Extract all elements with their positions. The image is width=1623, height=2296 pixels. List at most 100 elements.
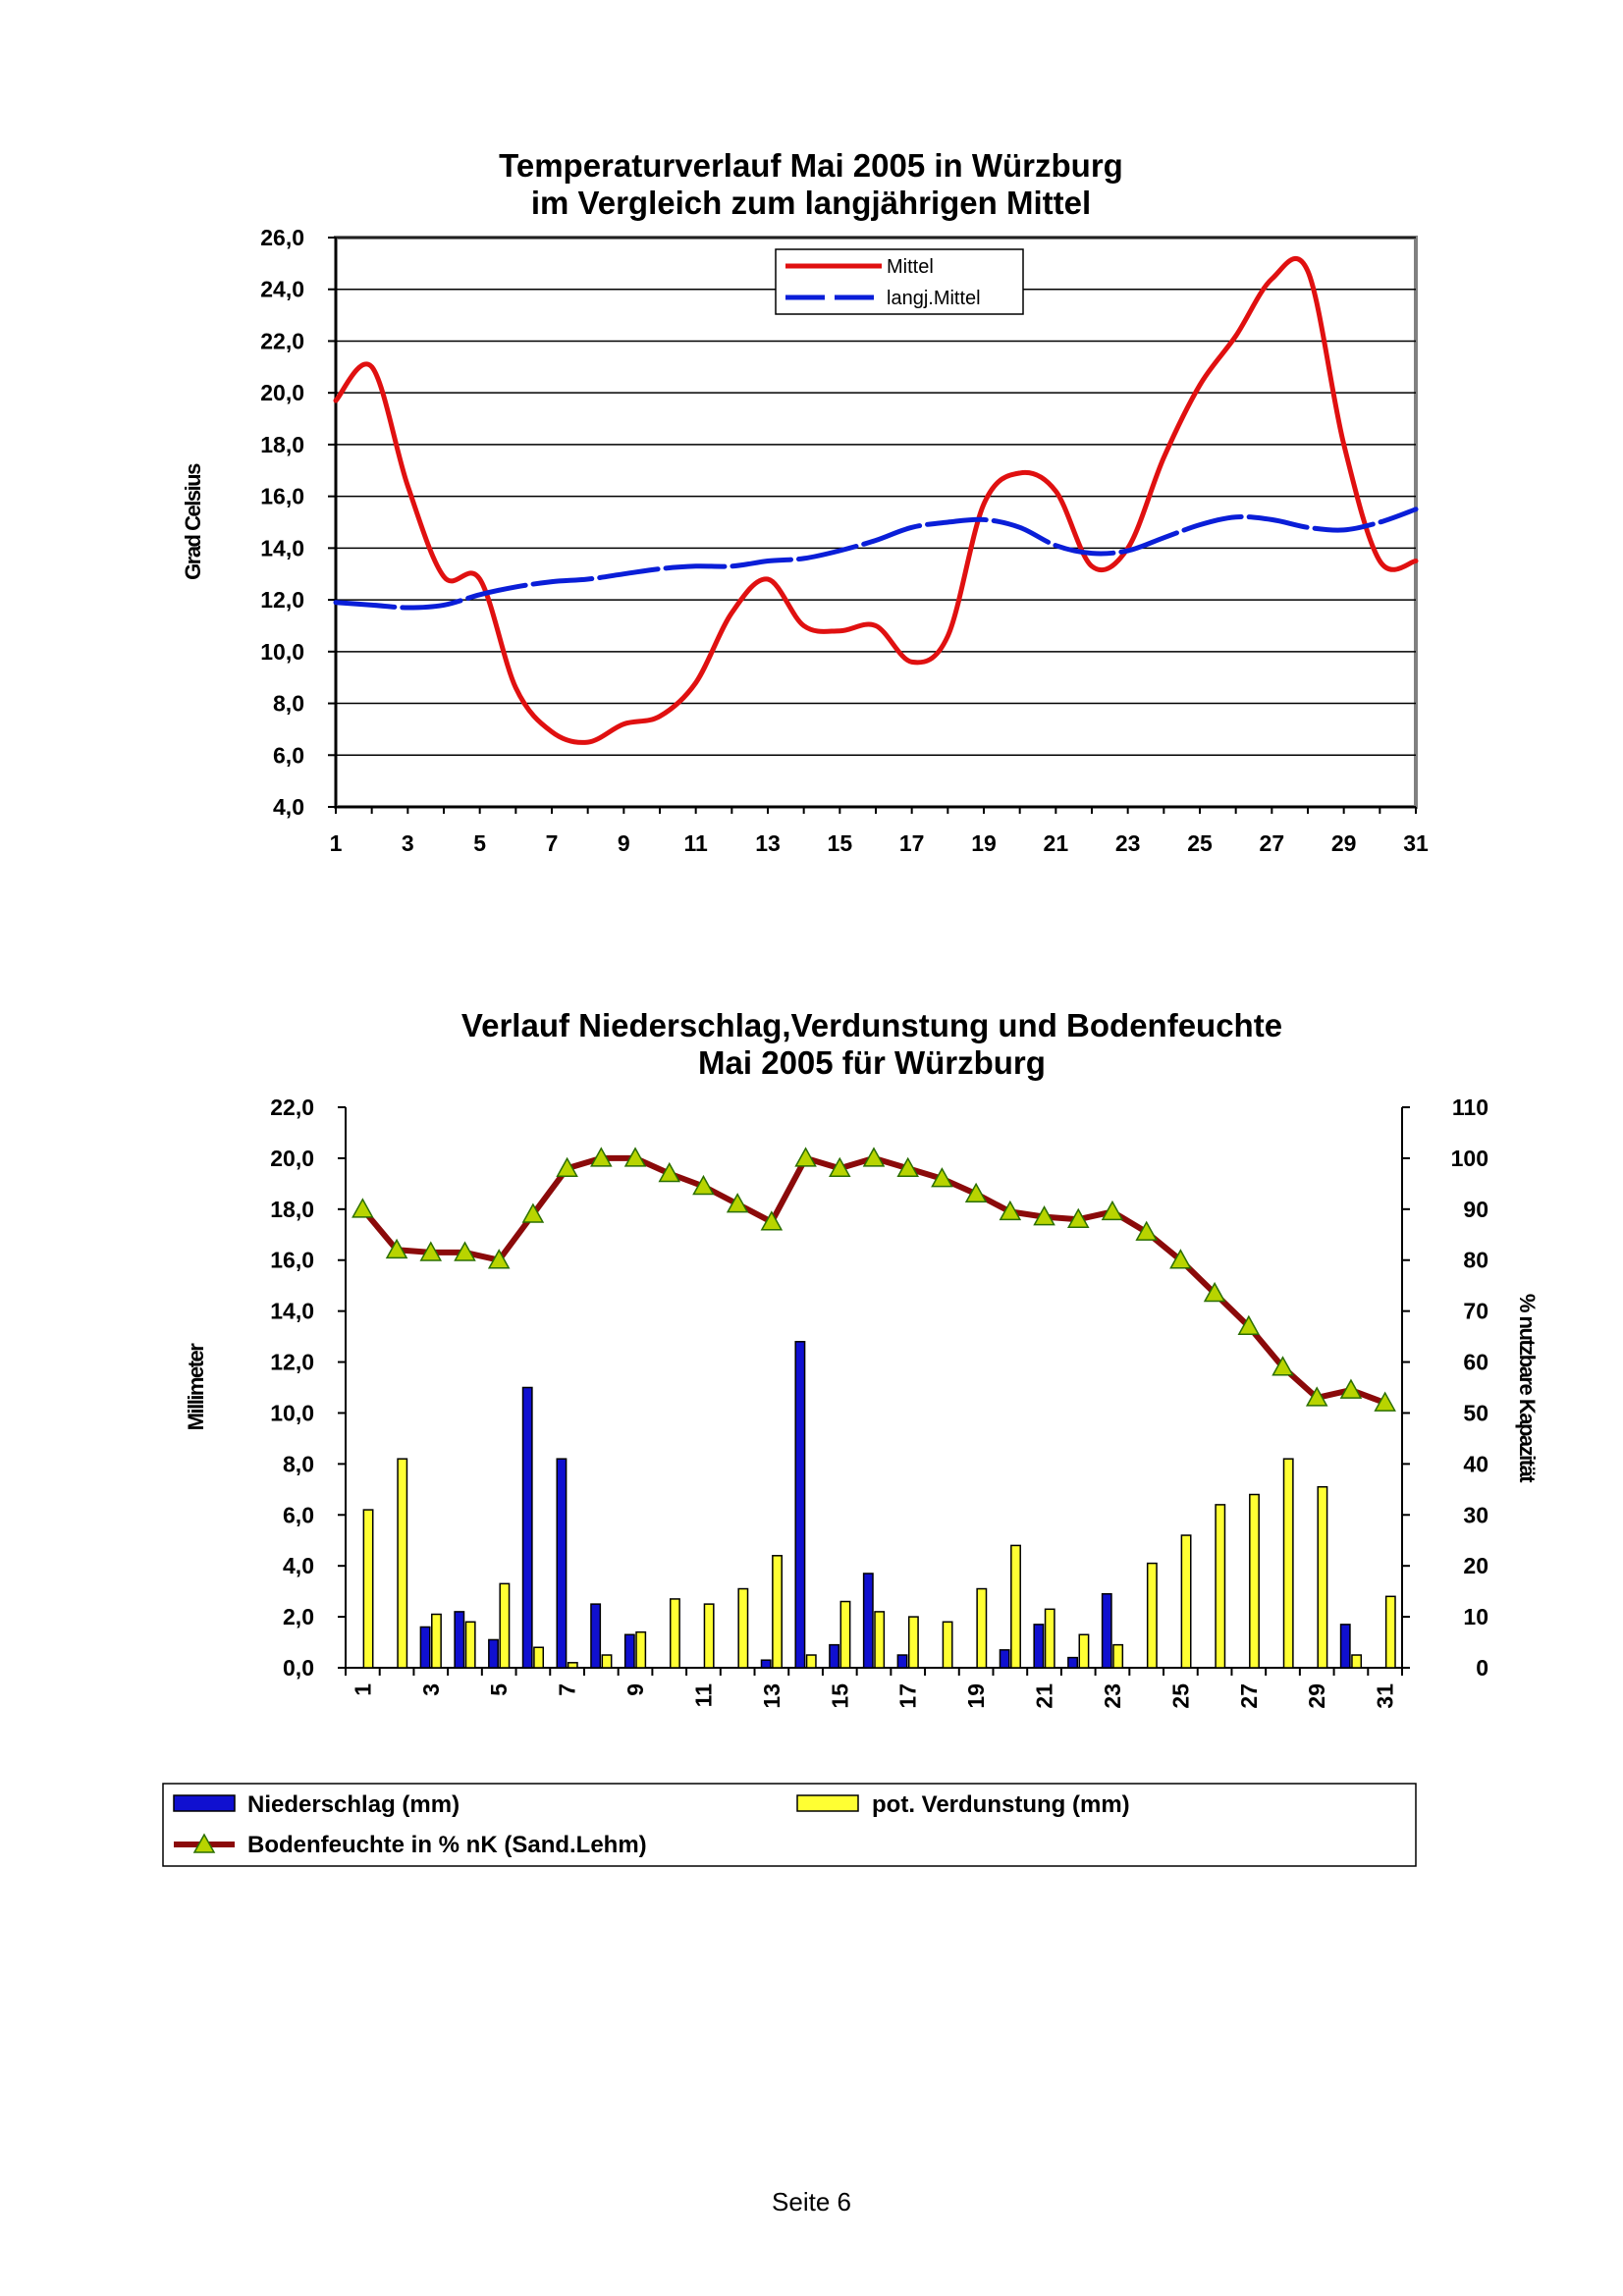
y-tick-label: 18,0 [260, 432, 304, 457]
bodenfeuchte-marker [556, 1156, 578, 1178]
verdunstung-bar [772, 1555, 783, 1669]
niederschlag-bar [760, 1659, 772, 1669]
verdunstung-bar [635, 1630, 647, 1669]
bodenfeuchte-marker [1339, 1378, 1363, 1399]
y-axis-label: Millimeter [184, 1343, 208, 1431]
x-tick-label: 9 [618, 830, 630, 856]
bodenfeuchte-marker [1033, 1205, 1055, 1226]
y-tick-label: 14,0 [260, 535, 304, 561]
x-tick-label: 17 [899, 830, 925, 856]
x-tick-label: 19 [971, 830, 997, 856]
x-tick-label: 1 [350, 1683, 375, 1696]
legend: Niederschlag (mm) pot. Verdunstung (mm) Bo… [162, 1783, 1417, 1867]
verdunstung-bar [1180, 1534, 1192, 1669]
y-tick-label: 22,0 [270, 1095, 314, 1120]
x-tick-label: 1 [330, 830, 343, 856]
niederschlag-bar [1101, 1592, 1112, 1669]
bodenfeuchte-marker [692, 1174, 715, 1196]
bodenfeuchte-marker [521, 1202, 545, 1223]
series-mittel [333, 255, 1419, 745]
verdunstung-bar [1112, 1643, 1124, 1669]
y-tick-label: 20,0 [260, 380, 304, 405]
x-tick-label: 29 [1331, 830, 1357, 856]
x-tick-label: 5 [486, 1683, 512, 1696]
bodenfeuchte-marker [590, 1147, 613, 1167]
bodenfeuchte-marker [419, 1241, 443, 1261]
legend-label-verdunstung: pot. Verdunstung (mm) [872, 1791, 1130, 1818]
verdunstung-bar [839, 1600, 851, 1669]
verdunstung-bar [737, 1587, 749, 1669]
x-tick-label: 7 [546, 830, 559, 856]
niederschlag-bar [999, 1649, 1010, 1669]
legend-label-niederschlag: Niederschlag (mm) [247, 1791, 460, 1818]
page-footer: Seite 6 [772, 2187, 851, 2216]
y2-axis-label: % nutzbare Kapazität [1515, 1294, 1540, 1483]
bodenfeuchte-marker [931, 1167, 953, 1188]
x-tick-label: 25 [1187, 830, 1213, 856]
y2-tick-label: 100 [1451, 1146, 1488, 1171]
y-tick-label: 22,0 [260, 328, 304, 353]
verdunstung-bar [1249, 1493, 1260, 1669]
bodenfeuchte-marker [896, 1156, 919, 1178]
verdunstung-bar [1317, 1485, 1328, 1669]
niederschlag-bar [556, 1458, 568, 1669]
legend-swatch-verdunstung [796, 1794, 859, 1812]
y-tick-label: 0,0 [283, 1655, 314, 1681]
x-tick-label: 25 [1167, 1683, 1193, 1709]
verdunstung-bar [703, 1603, 715, 1669]
verdunstung-bar [464, 1621, 476, 1669]
y2-tick-label: 60 [1463, 1350, 1488, 1375]
chart-title: Temperaturverlauf Mai 2005 in Würzburg [499, 147, 1123, 184]
bodenfeuchte-marker [760, 1210, 784, 1231]
niederschlag-bar [488, 1638, 499, 1669]
x-tick-label: 11 [690, 1683, 716, 1708]
bodenfeuchte-marker [487, 1249, 511, 1269]
bodenfeuchte-marker [999, 1200, 1022, 1221]
verdunstung-bar [431, 1613, 442, 1669]
y-tick-label: 14,0 [270, 1299, 314, 1324]
x-tick-label: 9 [622, 1683, 648, 1696]
x-tick-label: 3 [418, 1683, 444, 1696]
verdunstung-bar [1282, 1458, 1294, 1669]
bodenfeuchte-marker [1203, 1281, 1226, 1303]
y-tick-label: 6,0 [283, 1502, 314, 1527]
bodenfeuchte-marker [964, 1182, 988, 1202]
x-tick-label: 5 [473, 830, 486, 856]
bodenfeuchte-marker [1066, 1207, 1090, 1228]
verdunstung-bar [1384, 1595, 1396, 1669]
bodenfeuchte-marker [1305, 1386, 1328, 1407]
verdunstung-bar [907, 1616, 919, 1669]
verdunstung-bar [1215, 1504, 1226, 1669]
series-niederschlag [419, 1341, 1351, 1669]
y2-tick-label: 10 [1463, 1604, 1488, 1629]
bodenfeuchte-marker [794, 1147, 817, 1167]
niederschlag-bar [1067, 1656, 1079, 1669]
bodenfeuchte-marker [623, 1147, 647, 1167]
verdunstung-bar [1010, 1544, 1021, 1669]
verdunstung-bar [533, 1646, 545, 1669]
legend-label-bodenfeuchte: Bodenfeuchte in % nK (Sand.Lehm) [247, 1832, 647, 1858]
x-tick-label: 29 [1304, 1683, 1329, 1709]
y2-tick-label: 40 [1463, 1451, 1488, 1476]
y2-tick-label: 70 [1463, 1299, 1488, 1324]
legend-swatch-niederschlag [173, 1794, 236, 1812]
legend-swatch-bodenfeuchte-marker [192, 1833, 216, 1853]
bodenfeuchte-marker [1271, 1356, 1294, 1376]
x-tick-label: 31 [1403, 830, 1429, 856]
niederschlag-bar [862, 1573, 874, 1669]
y-tick-label: 8,0 [283, 1451, 314, 1476]
bodenfeuchte-marker [352, 1198, 374, 1218]
legend-label-langj-mittel: langj.Mittel [887, 288, 981, 309]
plot-area [334, 236, 1418, 809]
verdunstung-bar [362, 1509, 374, 1669]
y-tick-label: 6,0 [273, 742, 304, 768]
x-tick-label: 31 [1373, 1683, 1398, 1709]
niederschlag-bar [1033, 1624, 1045, 1669]
temperature-chart: Temperaturverlauf Mai 2005 in Würzburgim… [181, 147, 1429, 856]
x-tick-label: 13 [759, 1683, 784, 1709]
chart-subtitle: im Vergleich zum langjährigen Mittel [531, 185, 1091, 221]
x-tick-label: 15 [827, 1683, 852, 1709]
verdunstung-bar [1351, 1654, 1363, 1669]
y-tick-label: 2,0 [283, 1604, 314, 1629]
